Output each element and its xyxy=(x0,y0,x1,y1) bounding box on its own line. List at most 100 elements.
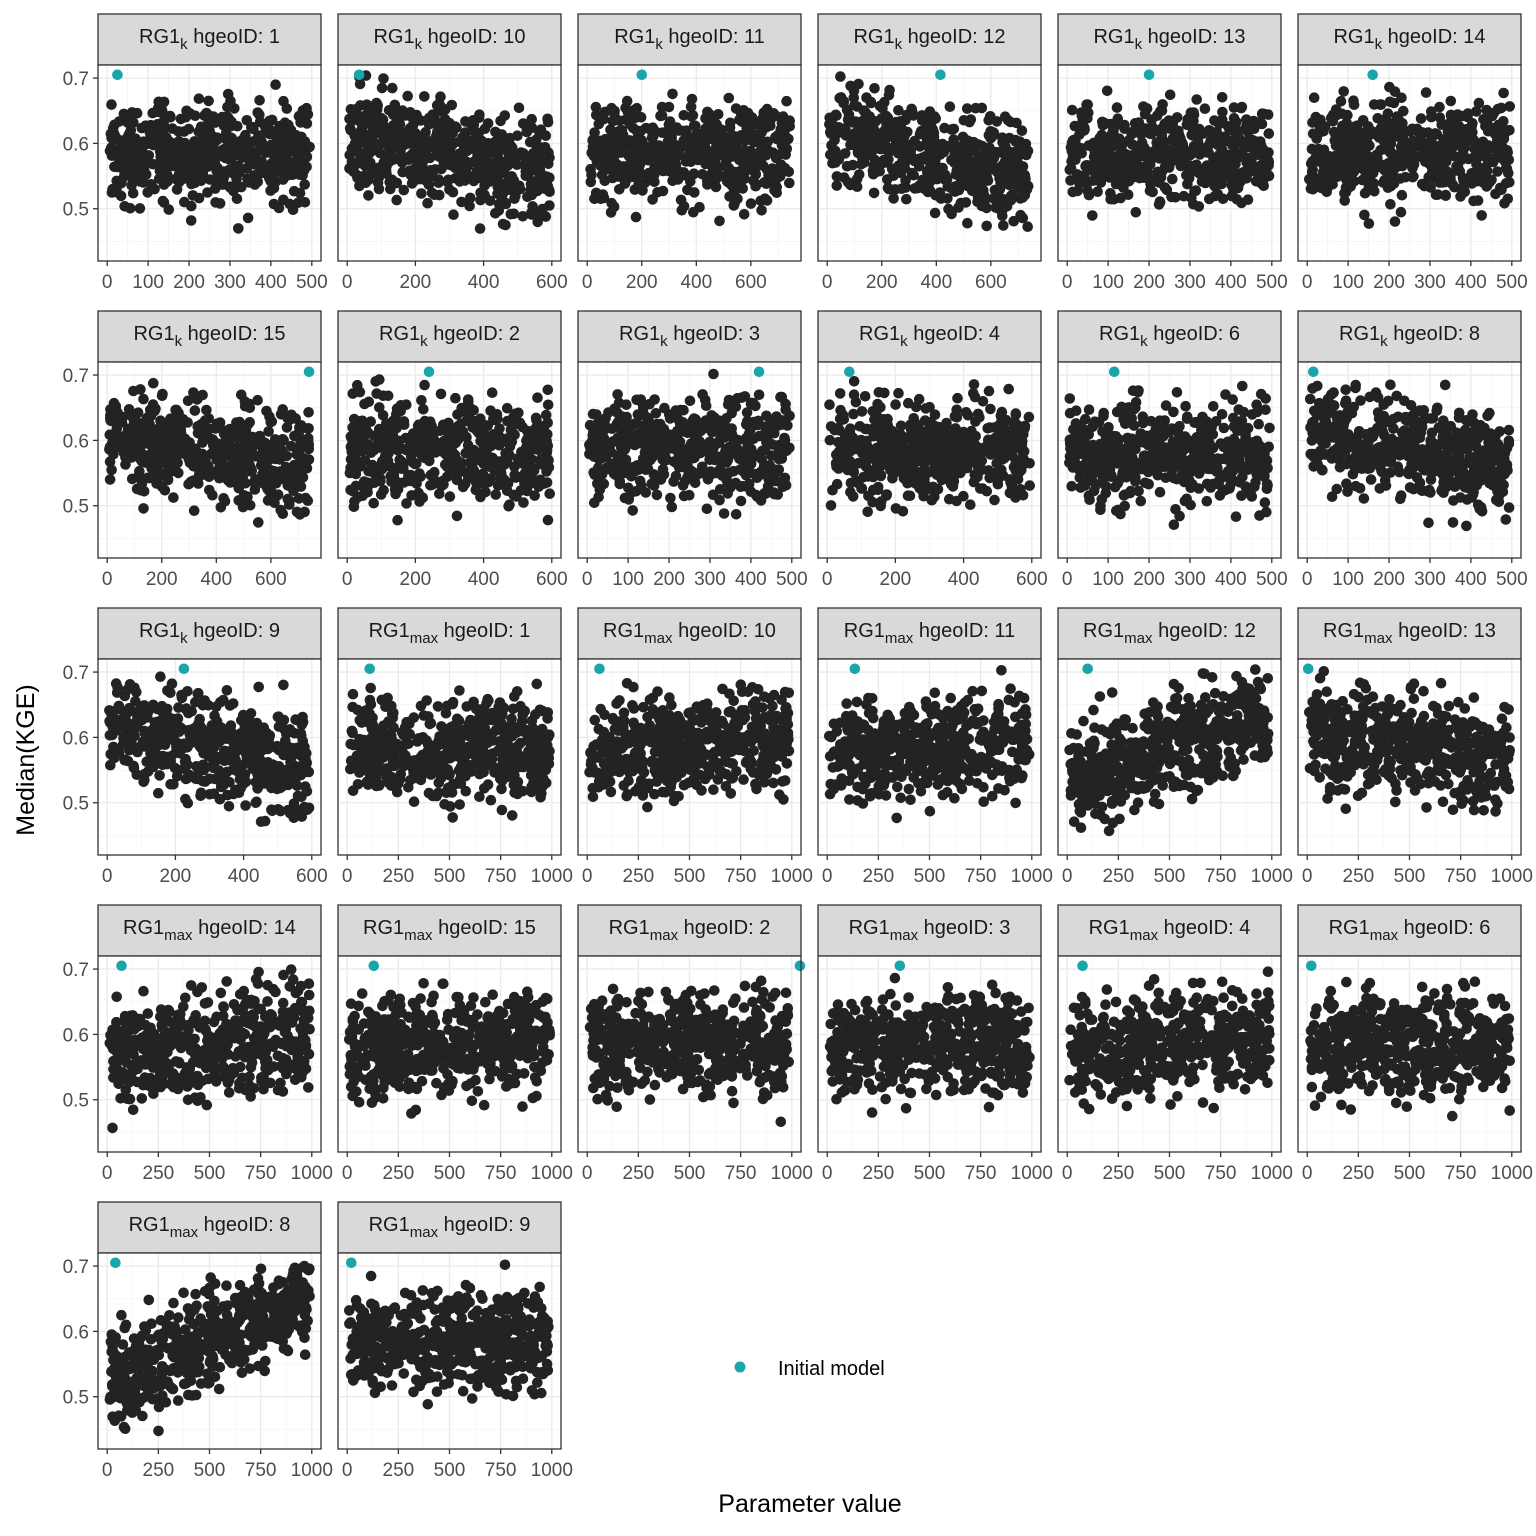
scatter-point xyxy=(848,117,859,128)
scatter-point xyxy=(527,148,539,159)
scatter-point xyxy=(133,438,145,449)
scatter-point xyxy=(382,390,394,402)
scatter-point xyxy=(216,442,227,454)
scatter-point xyxy=(858,145,869,157)
scatter-point xyxy=(619,492,631,504)
scatter-point xyxy=(1468,134,1480,146)
scatter-point xyxy=(1153,199,1165,210)
scatter-point xyxy=(459,478,471,490)
scatter-point xyxy=(1335,153,1347,165)
scatter-point xyxy=(156,390,168,402)
scatter-point xyxy=(1216,92,1228,103)
scatter-point xyxy=(883,154,894,165)
scatter-point xyxy=(1416,178,1428,190)
scatter-point xyxy=(997,137,1008,148)
scatter-point xyxy=(530,412,542,424)
scatter-point xyxy=(114,416,126,428)
scatter-point xyxy=(136,122,148,134)
scatter-point xyxy=(442,461,453,473)
scatter-point xyxy=(264,115,275,127)
scatter-point xyxy=(976,102,988,114)
scatter-point xyxy=(106,464,117,476)
scatter-point xyxy=(1382,108,1394,119)
scatter-point xyxy=(1003,166,1015,177)
scatter-point xyxy=(865,96,877,108)
scatter-point xyxy=(295,481,307,492)
scatter-point xyxy=(429,142,440,154)
scatter-point xyxy=(134,203,146,214)
scatter-point xyxy=(265,175,277,187)
scatter-point xyxy=(345,484,356,496)
scatter-point xyxy=(131,107,143,119)
scatter-point xyxy=(162,176,173,187)
scatter-point xyxy=(138,503,149,514)
scatter-point xyxy=(744,429,755,441)
scatter-point xyxy=(537,203,548,215)
scatter-point xyxy=(901,193,912,205)
scatter-point xyxy=(609,113,621,124)
scatter-point xyxy=(159,485,171,496)
scatter-point xyxy=(614,184,625,195)
scatter-point xyxy=(953,145,965,156)
scatter-point xyxy=(973,164,985,175)
scatter-point xyxy=(484,195,496,207)
scatter-point xyxy=(1342,109,1353,121)
scatter-point xyxy=(242,212,254,224)
scatter-point xyxy=(395,400,407,411)
scatter-point xyxy=(429,133,440,145)
scatter-point xyxy=(684,395,696,407)
scatter-points xyxy=(104,79,315,234)
scatter-point xyxy=(900,175,911,186)
scatter-point xyxy=(497,187,509,199)
scatter-point xyxy=(501,485,513,497)
scatter-point xyxy=(299,179,311,190)
scatter-point xyxy=(373,172,385,183)
scatter-point xyxy=(475,491,486,503)
scatter-point xyxy=(543,462,555,473)
scatter-point xyxy=(392,514,403,526)
scatter-point xyxy=(389,441,400,453)
facet-panel: RG1k hgeoID: 140 100 200 300 400 500 xyxy=(1297,13,1528,293)
scatter-point xyxy=(239,443,250,455)
scatter-point xyxy=(682,427,693,439)
scatter-point xyxy=(185,215,197,226)
scatter-point xyxy=(942,193,953,204)
scatter-point xyxy=(222,101,233,113)
scatter-point xyxy=(1361,159,1373,171)
scatter-point xyxy=(1166,191,1177,203)
scatter-point xyxy=(154,157,165,169)
scatter-point xyxy=(688,206,699,218)
x-tick-label: 400 xyxy=(920,272,952,293)
scatter-point xyxy=(526,462,537,474)
scatter-point xyxy=(112,407,123,419)
scatter-point xyxy=(779,130,791,141)
scatter-point xyxy=(677,138,689,150)
scatter-point xyxy=(533,481,544,493)
scatter-point xyxy=(735,130,746,142)
scatter-point xyxy=(542,399,554,411)
scatter-point xyxy=(133,428,145,440)
scatter-point xyxy=(1104,153,1116,165)
scatter-point xyxy=(535,124,547,135)
scatter-point xyxy=(1089,155,1101,167)
scatter-point xyxy=(299,149,311,161)
scatter-point xyxy=(774,149,785,160)
scatter-point xyxy=(1385,147,1396,159)
scatter-point xyxy=(244,417,255,428)
scatter-point xyxy=(1308,92,1320,103)
scatter-point xyxy=(441,448,453,460)
scatter-point xyxy=(1080,161,1091,172)
scatter-point xyxy=(704,131,716,143)
scatter-point xyxy=(997,210,1008,221)
y-tick-label: 0.5 xyxy=(63,200,89,221)
scatter-point xyxy=(858,157,870,168)
scatter-point xyxy=(1111,102,1123,113)
scatter-point xyxy=(362,144,373,156)
scatter-point xyxy=(1318,144,1330,156)
x-tick-label: 100 xyxy=(132,272,164,293)
scatter-point xyxy=(406,439,418,451)
scatter-point xyxy=(886,117,897,129)
scatter-point xyxy=(233,181,245,192)
y-tick-label: 0.5 xyxy=(63,497,89,518)
scatter-point xyxy=(699,394,711,406)
